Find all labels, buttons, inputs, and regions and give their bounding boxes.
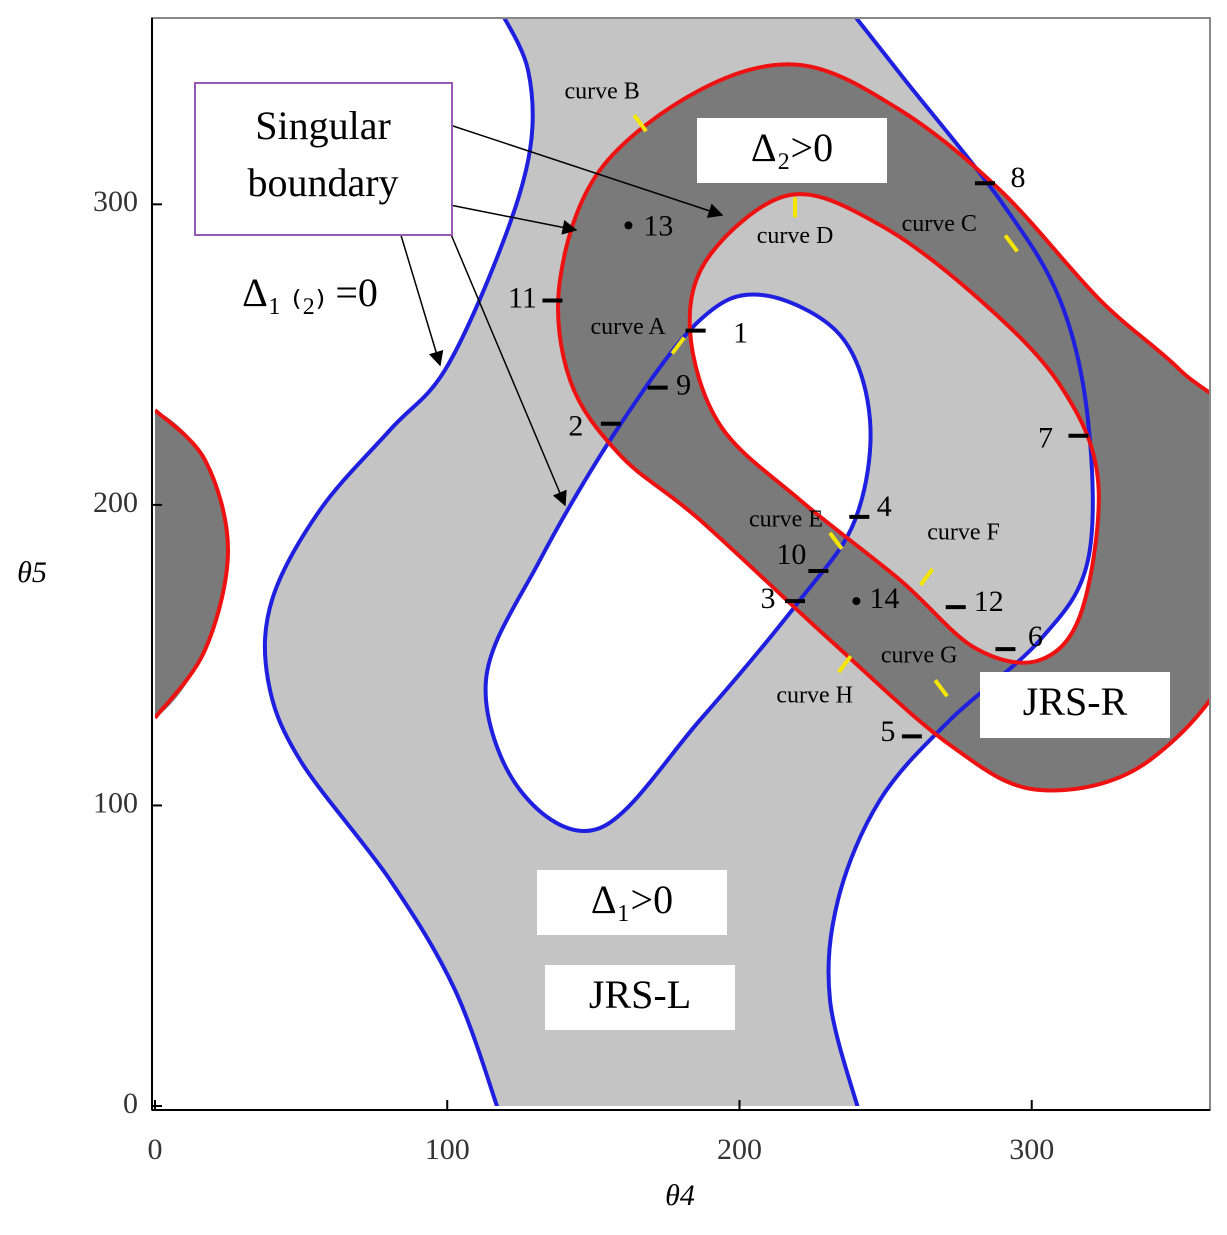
point-label: 14 <box>869 582 899 615</box>
delta2-region <box>155 410 228 718</box>
point-label: 3 <box>761 582 776 615</box>
overlay: Singular boundary Δ₂>0 Δ₁ ₍₂₎ =0 Δ₁>0 JR… <box>17 17 1211 1212</box>
delta1-region <box>264 18 1093 1106</box>
point-label: 4 <box>877 490 892 523</box>
annotation: Δ₁ ₍₂₎ =0 <box>242 270 378 315</box>
y-tick-label: 200 <box>93 486 138 519</box>
y-tick-label: 100 <box>93 786 138 819</box>
point-label: 9 <box>676 369 691 402</box>
y-tick-label: 300 <box>93 185 138 218</box>
point-label: 11 <box>508 281 537 314</box>
point-label: 5 <box>880 715 895 748</box>
annotation-box <box>194 82 453 236</box>
annotation-box <box>980 672 1170 738</box>
curve-label: curve D <box>757 223 834 249</box>
singular-curve <box>155 408 231 720</box>
curve-marker <box>1003 234 1019 253</box>
annotation: Δ₁>0 <box>591 877 673 922</box>
curve-label: curve F <box>927 520 1000 546</box>
point-label: 7 <box>1038 422 1053 455</box>
curve-label: curve H <box>776 683 853 709</box>
curve-marker <box>632 113 648 133</box>
curve-marker <box>933 679 949 698</box>
annotation: Singular <box>255 103 391 148</box>
curve-label: curve E <box>749 506 823 532</box>
singular-curve <box>687 192 1101 665</box>
curve-marker <box>837 654 853 674</box>
point <box>852 597 861 606</box>
plot-area <box>155 18 1210 1106</box>
annotation-box <box>537 870 727 935</box>
annotation: Δ₂>0 <box>751 125 833 170</box>
curve-label: curve A <box>590 314 666 340</box>
curve-label: curve C <box>902 211 977 237</box>
delta2-region <box>558 64 1210 791</box>
point-label: 10 <box>776 538 806 571</box>
y-axis-label: θ5 <box>17 556 47 589</box>
x-tick-label: 100 <box>425 1133 470 1166</box>
point-label: 6 <box>1028 620 1043 653</box>
curve-marker <box>670 336 686 355</box>
annotation-box <box>697 118 887 183</box>
curve-label: curve B <box>564 79 639 105</box>
singular-curve <box>483 292 873 833</box>
point-label: 1 <box>733 316 748 349</box>
annotation-box <box>545 965 735 1030</box>
x-axis-label: θ4 <box>665 1179 695 1212</box>
annotation: JRS-L <box>589 972 691 1017</box>
arrow <box>449 124 724 218</box>
curve-marker <box>918 567 935 587</box>
x-tick-label: 200 <box>717 1133 762 1166</box>
annotation: boundary <box>247 160 398 205</box>
point-label: 12 <box>974 585 1004 618</box>
y-tick-label: 0 <box>123 1087 138 1120</box>
x-tick-label: 300 <box>1009 1133 1054 1166</box>
curve-marker <box>828 531 844 551</box>
point <box>624 221 633 230</box>
x-tick-label: 0 <box>148 1133 163 1166</box>
point-label: 13 <box>643 209 673 242</box>
annotation: JRS-R <box>1023 679 1128 724</box>
singular-curve <box>556 62 1210 793</box>
arrow <box>449 231 567 507</box>
curve-label: curve G <box>881 643 958 669</box>
arrow <box>399 231 444 367</box>
arrow <box>449 204 578 235</box>
point-label: 2 <box>568 410 583 443</box>
point-label: 8 <box>1010 161 1025 194</box>
singular-curve <box>262 18 535 1106</box>
